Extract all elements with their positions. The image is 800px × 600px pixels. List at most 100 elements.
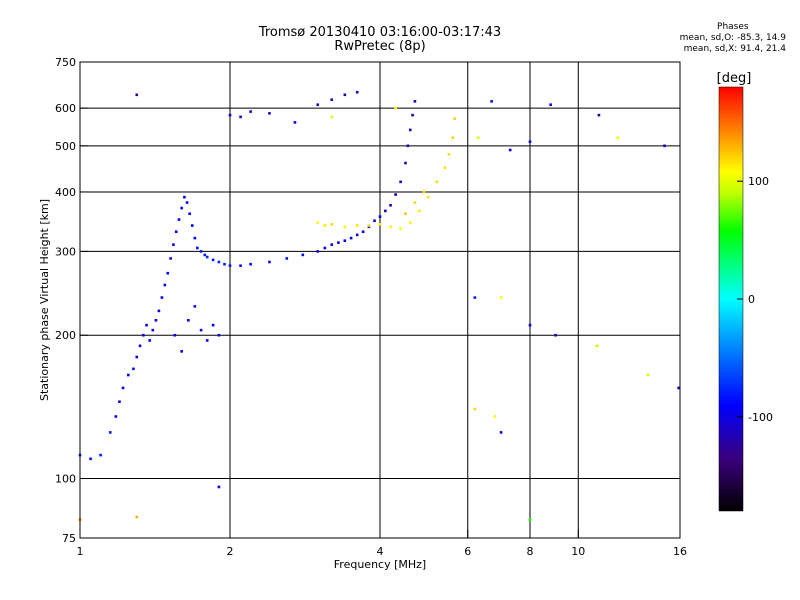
data-point <box>490 100 493 103</box>
data-point <box>205 255 209 259</box>
x-axis-label: Frequency [MHz] <box>334 558 426 571</box>
data-point <box>135 515 139 519</box>
data-point <box>223 262 226 266</box>
data-point <box>193 236 197 240</box>
data-point <box>190 224 194 227</box>
data-point <box>330 98 334 101</box>
data-point <box>378 215 382 218</box>
x-tick-label: 4 <box>377 545 384 558</box>
x-axis: 1 2 4 6 8 10 16 <box>77 530 687 558</box>
data-point <box>99 453 102 457</box>
data-point <box>199 328 203 332</box>
data-point <box>406 144 410 148</box>
y-tick-label: 300 <box>55 245 76 258</box>
data-point <box>228 113 232 117</box>
data-point <box>148 339 152 342</box>
data-point <box>239 115 242 119</box>
data-point <box>211 258 215 262</box>
y-tick-label: 100 <box>55 473 76 486</box>
data-point <box>528 518 532 521</box>
data-point <box>239 264 242 267</box>
data-point <box>677 386 680 390</box>
data-point <box>316 103 320 107</box>
data-point <box>411 113 414 117</box>
data-point <box>399 180 402 184</box>
data-point <box>408 221 412 224</box>
data-point <box>316 221 320 224</box>
data-point <box>199 250 203 253</box>
data-point <box>163 283 167 287</box>
data-point <box>180 350 184 353</box>
data-point <box>114 415 118 418</box>
title-line-2: RwPretec (8p) <box>334 39 426 54</box>
data-point <box>118 400 121 404</box>
data-point <box>145 323 148 327</box>
data-point <box>373 219 376 223</box>
data-point <box>508 148 512 152</box>
data-point <box>138 344 142 348</box>
data-point <box>330 115 334 119</box>
data-point <box>384 209 387 213</box>
data-point <box>443 166 447 169</box>
data-point <box>418 209 421 213</box>
y-axis: 75 100 200 300 400 500 600 750 <box>55 56 88 545</box>
data-point <box>249 262 252 266</box>
data-point <box>193 305 197 308</box>
x-tick-label: 2 <box>227 545 234 558</box>
x-tick-label: 10 <box>571 545 585 558</box>
data-point <box>426 195 430 199</box>
data-point <box>361 230 365 234</box>
phase-stats: Phases mean, sd,O: -85.3, 14.9 mean, sd,… <box>680 22 786 55</box>
data-point <box>663 144 666 148</box>
data-point <box>187 318 190 322</box>
data-point <box>177 218 181 221</box>
data-point <box>453 117 457 121</box>
data-point <box>135 93 139 97</box>
data-point <box>399 227 402 230</box>
data-point <box>389 225 392 229</box>
data-point <box>154 318 158 322</box>
data-point <box>268 260 271 264</box>
colorbar-label: [deg] <box>717 71 752 86</box>
data-point <box>121 386 125 390</box>
data-point <box>528 140 532 144</box>
data-point <box>166 271 170 275</box>
data-point <box>355 90 359 94</box>
data-point <box>172 243 175 246</box>
data-point <box>293 121 297 124</box>
data-point <box>185 201 189 204</box>
colorbar-tick-label: -100 <box>748 411 773 424</box>
colorbar-tick-label: 0 <box>748 293 755 306</box>
data-points <box>78 90 680 521</box>
data-point <box>211 323 215 327</box>
data-point <box>217 260 221 264</box>
y-axis-label: Stationary phase Virtual Height [km] <box>38 199 51 401</box>
data-point <box>268 112 271 115</box>
data-point <box>301 253 305 257</box>
y-tick-label: 200 <box>55 329 76 342</box>
data-point <box>499 296 503 299</box>
data-point <box>435 180 439 184</box>
data-point <box>217 485 221 489</box>
x-tick-label: 16 <box>673 545 687 558</box>
data-point <box>132 367 135 371</box>
data-point <box>355 224 359 227</box>
data-point <box>173 333 177 337</box>
data-point <box>228 264 232 267</box>
data-point <box>188 212 191 216</box>
y-tick-label: 600 <box>55 102 76 115</box>
colorbar-tick-label: 100 <box>748 175 769 188</box>
data-point <box>413 100 417 103</box>
data-point <box>422 190 426 194</box>
x-tick-label: 6 <box>464 545 471 558</box>
data-point <box>451 136 455 140</box>
data-point <box>330 223 334 226</box>
data-point <box>404 161 407 165</box>
y-tick-label: 750 <box>55 56 76 69</box>
data-point <box>316 250 320 253</box>
data-point <box>169 257 172 260</box>
data-point <box>367 224 371 227</box>
data-point <box>330 243 334 246</box>
data-point <box>408 128 412 132</box>
